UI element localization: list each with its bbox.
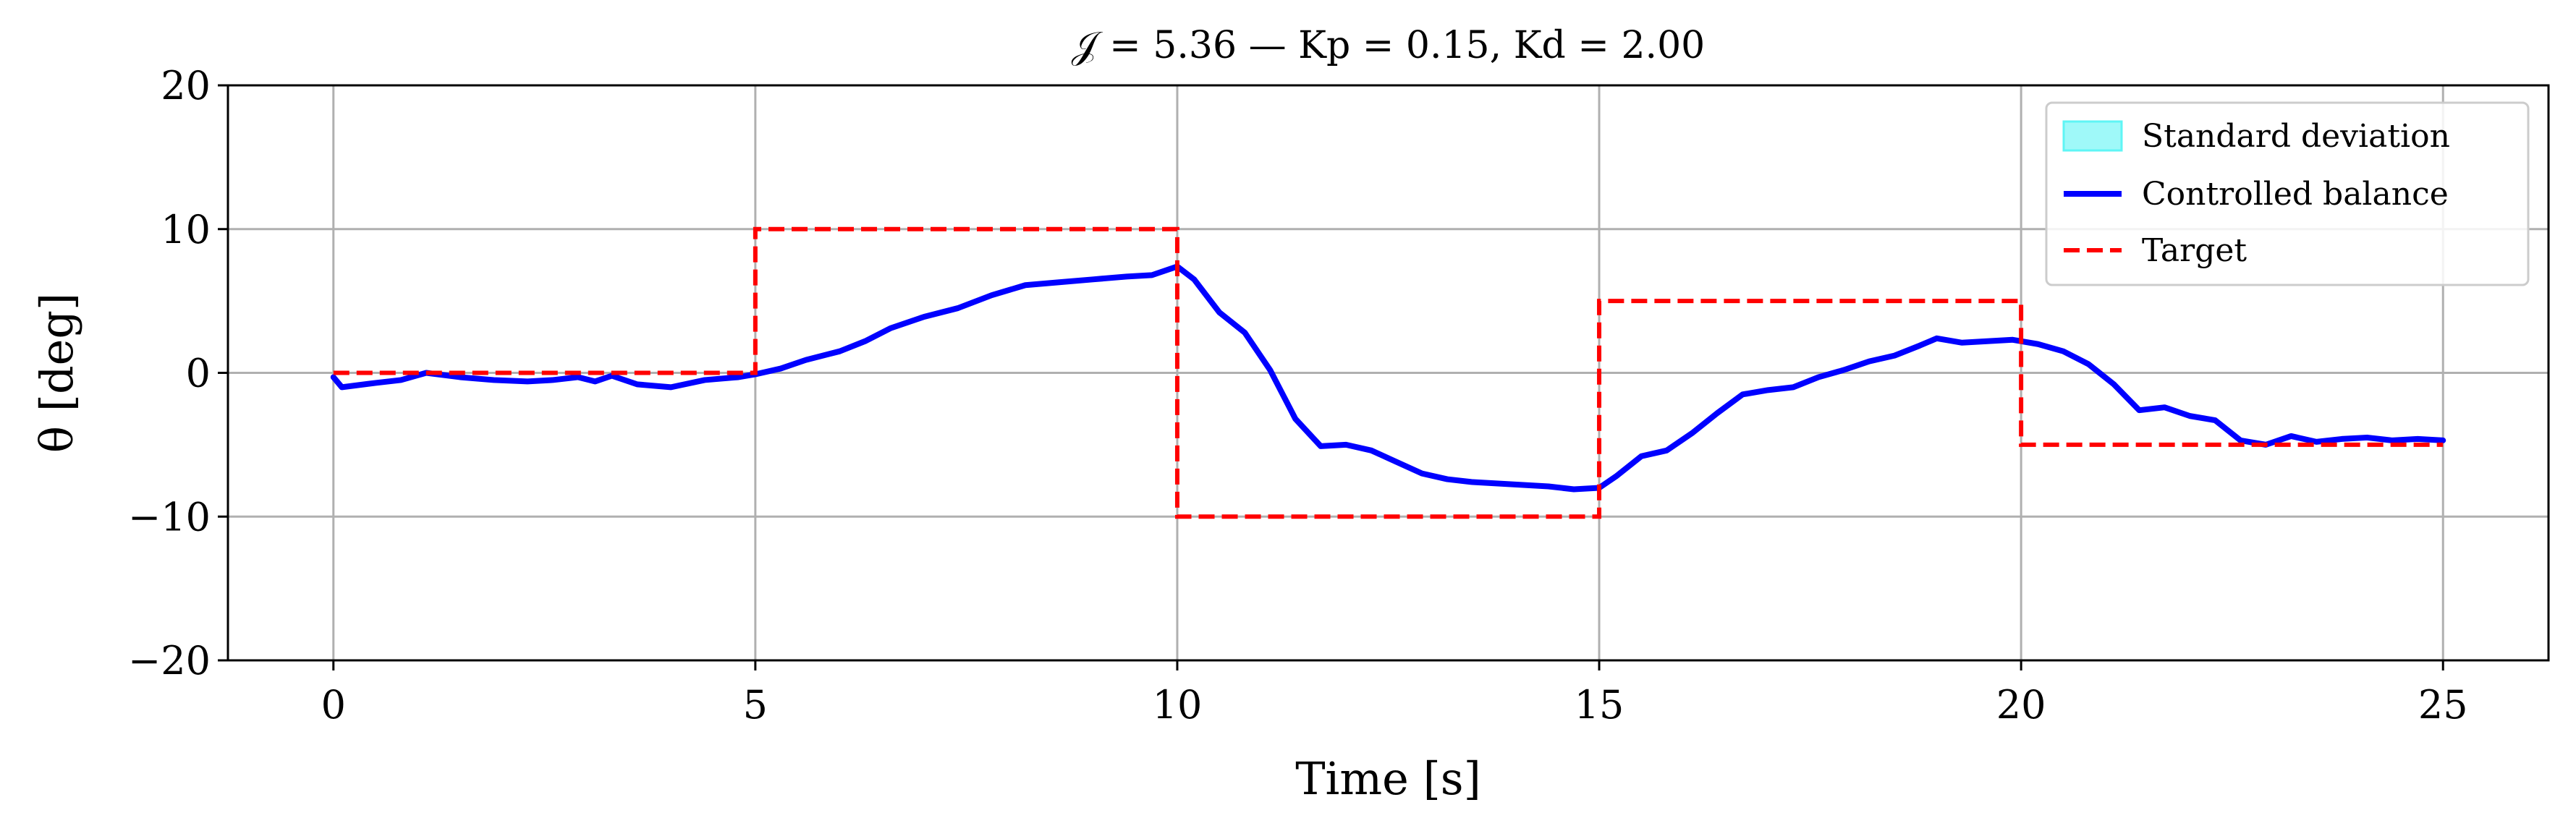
ticks: 0 5 10 15 20 25 −20 −10 0 10 20	[128, 63, 2468, 728]
chart-title: 𝒥 = 5.36 — Kp = 0.15, Kd = 2.00	[1072, 24, 1706, 67]
controlled-balance-line	[330, 263, 2446, 493]
legend: Standard deviation Controlled balance Ta…	[2045, 101, 2530, 286]
legend-swatch-standard-deviation	[2062, 120, 2123, 152]
x-tick-label: 15	[1575, 682, 1624, 728]
y-axis-label: θ [deg]	[30, 293, 83, 453]
y-tick-label: −20	[128, 638, 211, 683]
x-tick-label: 10	[1153, 682, 1203, 728]
x-tick-label: 5	[743, 682, 768, 728]
legend-box	[2045, 101, 2530, 286]
legend-label-target: Target	[2142, 232, 2247, 269]
x-axis-label: Time [s]	[1295, 752, 1481, 805]
y-tick-label: 10	[161, 207, 211, 252]
x-tick-label: 25	[2418, 682, 2468, 728]
y-tick-label: −10	[128, 494, 211, 540]
plot-area	[330, 226, 2446, 519]
y-tick-label: 0	[186, 351, 211, 396]
target-line	[333, 226, 2444, 519]
x-tick-label: 20	[1996, 682, 2046, 728]
legend-label-controlled-balance: Controlled balance	[2142, 176, 2449, 213]
legend-label-standard-deviation: Standard deviation	[2142, 118, 2450, 155]
x-tick-label: 0	[321, 682, 346, 728]
y-tick-label: 20	[161, 63, 211, 108]
